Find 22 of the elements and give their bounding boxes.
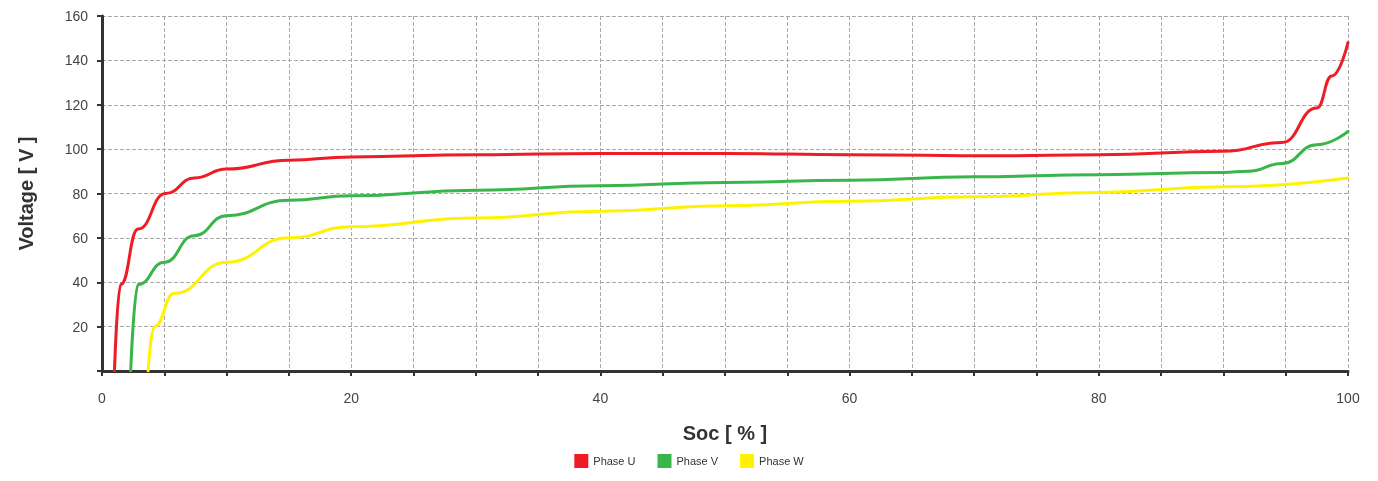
x-tick-label: 0 xyxy=(98,390,107,406)
y-tick-label: 100 xyxy=(64,141,89,158)
y-tick-label: 40 xyxy=(72,274,89,291)
x-tick-label: 80 xyxy=(1091,390,1107,406)
legend-label: Phase W xyxy=(759,455,805,467)
y-tick-label: 140 xyxy=(64,52,89,69)
x-tick-label: 100 xyxy=(1336,390,1360,406)
y-tick-label: 80 xyxy=(72,185,89,202)
line-series xyxy=(129,129,1350,373)
y-tick-label: 160 xyxy=(64,8,89,24)
x-tick-label: 20 xyxy=(343,390,360,406)
line-series xyxy=(146,176,1350,373)
legend-label: Phase V xyxy=(676,455,719,467)
x-tick-label: 40 xyxy=(592,390,609,406)
y-axis-title: Voltage [ V ] xyxy=(15,136,37,251)
y-tick-label: 20 xyxy=(72,318,89,335)
x-axis-title: Soc [ % ] xyxy=(682,422,768,444)
y-tick-label: 60 xyxy=(72,229,89,246)
x-tick-label: 60 xyxy=(841,390,858,406)
y-tick-label: 120 xyxy=(64,96,89,113)
line-series xyxy=(112,41,1350,373)
legend-label: Phase U xyxy=(593,455,636,467)
